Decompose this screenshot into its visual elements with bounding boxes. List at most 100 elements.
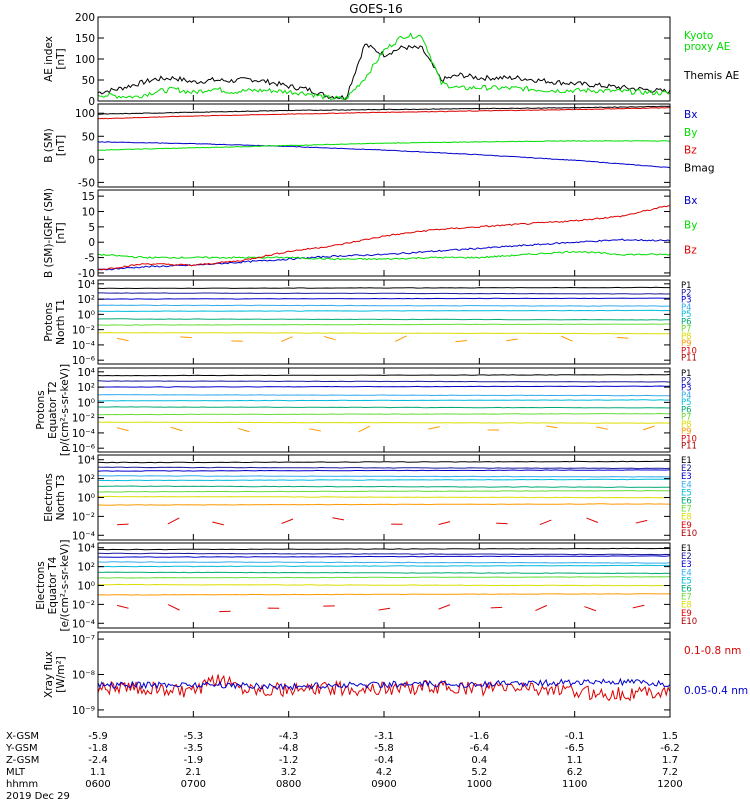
legend-entry: E9 [681,521,692,531]
legend-entry: P7 [681,413,692,423]
panel-data [98,674,670,702]
y-axis-label: [nT] [55,222,67,243]
ephemeris-value: 3.2 [281,767,297,778]
series-segment [358,425,371,433]
y-tick-label: 0 [88,237,95,249]
y-axis-label: [W/m²] [55,656,67,693]
y-axis-label: North T1 [55,299,67,345]
ephemeris-value: 0800 [276,779,301,790]
panel-ae: 0 50 100 150 200 AE index [nT] Themis AE Kyotopr… [43,12,739,108]
series-line [98,460,670,464]
ephemeris-value: -0.1 [565,731,585,742]
series-segment [180,336,192,339]
series-line [98,380,670,383]
series-segment [116,604,129,609]
legend-entry: P9 [681,427,692,437]
legend-entry: P9 [681,339,692,349]
ephemeris-value: -4.3 [279,731,299,742]
series-segment [632,604,645,609]
series-themis-ae [98,43,670,100]
y-tick-label: 10⁰ [77,397,95,409]
plot-title: GOES-16 [349,2,403,16]
legend-entry: E1 [681,456,692,466]
series-line [98,332,670,335]
series-segment [332,517,344,521]
y-tick-label: 10⁻² [72,511,95,523]
legend-entry: Kyoto [684,30,713,42]
ephemeris-value: 0900 [371,779,396,790]
series-segment [428,426,440,430]
ephemeris-value: -1.8 [88,743,108,754]
series-segment [438,521,451,525]
y-tick-label: 10⁻⁴ [72,340,95,352]
y-tick-label: 100 [75,108,95,120]
series-line [98,561,670,564]
legend-entry: P2 [681,288,692,298]
series-line [98,406,670,409]
panel-data [98,286,670,343]
ephemeris-value: -0.4 [374,755,394,766]
legend-entry: P3 [681,296,692,306]
ephemeris-table: X-GSMY-GSMZ-GSMMLThhmm-5.9-1.8-2.41.1060… [5,731,683,800]
legend-entry: P1 [681,369,692,379]
series-line [98,466,670,470]
ephemeris-value: -2.4 [88,755,108,766]
ephemeris-value: -1.6 [470,731,490,742]
series-segment [438,604,451,610]
series-0-05-0-4-nm [98,677,670,691]
legend-entry: E3 [681,472,692,482]
series-line [98,399,670,402]
y-tick-label: 10² [77,294,95,306]
series-segment [170,426,183,432]
legend-entry: By [684,127,697,139]
legend-entry: 0.05-0.4 nm [684,685,748,697]
ephemeris-value: 1100 [562,779,587,790]
y-tick-label: 10 [82,207,95,219]
legend-entry: E2 [681,464,692,474]
y-tick-label: 10⁻² [72,413,95,425]
series-segment [117,523,129,526]
y-tick-label: 10⁻⁴ [72,618,95,630]
legend-entry: Bz [684,244,697,256]
series-line [98,309,670,312]
legend-entry: P4 [681,391,692,401]
series-line [98,412,670,416]
series-segment [212,521,224,526]
legend-entry: E1 [681,544,692,554]
series-segment [596,426,608,430]
series-line [98,421,670,424]
y-tick-label: 10⁻⁴ [72,530,95,542]
series-segment [237,427,250,433]
panel-xray: 10⁻⁹ 10⁻⁸ 10⁻⁷ Xray flux [W/m²] 0.1-0.8 nm 0.0… [43,631,748,718]
series-line [98,489,670,493]
legend-entry: P10 [681,346,697,356]
ephemeris-value: 7.2 [662,767,678,778]
legend-entry: Bz [684,145,697,157]
series-segment [116,337,129,342]
legend-entry: P1 [681,281,692,291]
legend-entry: E6 [681,497,692,507]
y-tick-label: 10⁻⁷ [72,634,95,646]
series-line [98,571,670,575]
y-tick-label: 10⁴ [77,367,95,379]
y-tick-label: 10⁴ [77,279,95,291]
legend-entry: Themis AE [683,70,739,82]
legend-entry: P6 [681,317,692,327]
legend-entry: P7 [681,325,692,335]
series-line [98,304,670,307]
ephemeris-row-label: MLT [6,767,26,778]
y-axis-label: Protons [35,390,47,429]
panel-pequator: 10⁻⁶ 10⁻⁴ 10⁻² 10⁰ 10² 10⁴ Protons Equator T2 [p… [35,364,697,456]
series-line [98,576,670,579]
y-axis-label: Equator T2 [47,381,59,439]
series-segment [324,336,336,341]
series-segment [560,335,573,342]
ephemeris-row-label: X-GSM [6,731,39,742]
legend-entry: P11 [681,442,697,452]
legend-entry: E9 [681,609,692,619]
panel-enorth: 10⁻⁴ 10⁻² 10⁰ 10² 10⁴ Electrons North T3 E1E2E3… [43,454,697,542]
legend-entry: E10 [681,617,697,627]
series-by [98,250,670,261]
